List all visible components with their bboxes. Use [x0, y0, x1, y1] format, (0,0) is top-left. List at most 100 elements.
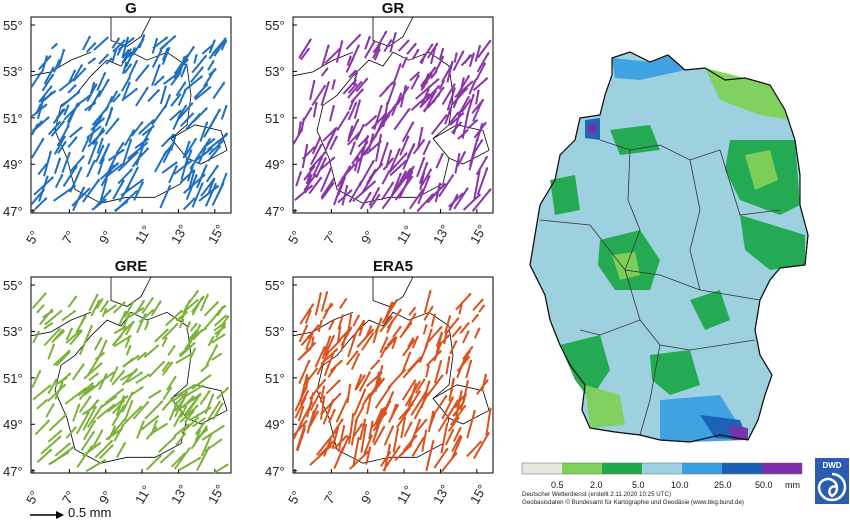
wind-arrowhead	[431, 410, 435, 414]
wind-arrowhead	[456, 417, 459, 421]
wind-arrowhead	[163, 85, 167, 89]
wind-arrow	[53, 135, 66, 155]
wind-arrow	[391, 92, 403, 116]
wind-arrowhead	[195, 405, 199, 408]
wind-arrowhead	[140, 307, 144, 311]
wind-arrow	[181, 298, 200, 314]
wind-arrow	[358, 370, 372, 392]
legend-swatch	[722, 463, 762, 474]
wind-arrow	[179, 393, 201, 410]
wind-arrowhead	[328, 438, 332, 442]
wind-arrowhead	[176, 74, 179, 78]
wind-arrow	[138, 118, 155, 135]
wind-arrowhead	[376, 359, 380, 363]
wind-arrowhead	[365, 141, 368, 145]
wind-arrowhead	[142, 34, 145, 38]
panel-title-g: G	[125, 0, 137, 17]
wind-arrow	[76, 445, 94, 468]
wind-arrowhead	[432, 313, 436, 317]
wind-arrowhead	[209, 147, 213, 151]
wind-arrowhead	[462, 405, 466, 409]
wind-arrow	[110, 418, 126, 437]
wind-arrowhead	[385, 142, 389, 146]
wind-arrowhead	[357, 132, 360, 136]
wind-arrowhead	[95, 293, 99, 297]
wind-arrowhead	[51, 403, 55, 407]
wind-arrow	[475, 62, 487, 81]
wind-arrowhead	[213, 115, 217, 119]
wind-arrow	[447, 111, 460, 126]
wind-arrow	[87, 89, 102, 112]
wind-arrow	[294, 184, 314, 201]
wind-arrowhead	[331, 177, 335, 181]
wind-arrowhead	[134, 60, 138, 64]
wind-arrowhead	[109, 440, 113, 444]
lat-tick-label: 51°	[3, 110, 23, 126]
wind-arrow	[426, 374, 444, 397]
wind-arrowhead	[200, 66, 204, 70]
wind-arrowhead	[466, 380, 469, 384]
wind-arrow	[465, 359, 473, 379]
wind-arrow	[43, 150, 52, 177]
wind-arrow	[348, 412, 355, 444]
wind-arrow	[411, 436, 425, 457]
wind-arrowhead	[187, 447, 191, 451]
wind-arrow	[174, 54, 189, 74]
wind-arrowhead	[383, 112, 387, 116]
wind-arrowhead	[364, 423, 368, 427]
wind-arrow	[113, 301, 126, 314]
wind-arrow	[47, 378, 58, 394]
wind-arrowhead	[333, 430, 337, 434]
wind-arrowhead	[427, 380, 431, 384]
wind-arrow	[414, 418, 428, 434]
wind-arrowhead	[412, 307, 416, 311]
wind-arrow	[320, 392, 342, 416]
wind-arrowhead	[179, 310, 183, 314]
wind-arrowhead	[198, 457, 202, 460]
wind-arrowhead	[464, 87, 468, 91]
wind-arrow	[316, 430, 337, 456]
wind-arrowhead	[193, 138, 197, 142]
wind-arrow	[188, 169, 196, 189]
wind-arrow	[426, 42, 439, 59]
wind-arrow	[173, 410, 184, 428]
wind-arrowhead	[63, 414, 67, 417]
wind-arrow	[173, 447, 191, 470]
wind-arrowhead	[116, 37, 120, 41]
wind-arrowhead	[488, 40, 491, 44]
wind-arrowhead	[171, 396, 175, 400]
wind-arrowhead	[471, 52, 475, 56]
wind-arrowhead	[455, 399, 459, 403]
wind-arrow	[92, 127, 105, 146]
wind-arrowhead	[207, 390, 210, 394]
wind-arrow	[159, 34, 177, 51]
lat-tick-label: 47°	[265, 203, 285, 219]
wind-arrowhead	[452, 87, 456, 91]
lat-tick-label: 51°	[3, 370, 23, 386]
wind-arrow	[113, 334, 132, 348]
wind-arrow	[354, 405, 365, 423]
wind-arrow	[454, 152, 461, 174]
wind-arrowhead	[57, 157, 61, 161]
wind-arrow	[341, 184, 349, 206]
wind-arrowhead	[49, 322, 53, 326]
wind-arrow	[43, 66, 55, 85]
wind-arrow	[402, 358, 421, 379]
wind-arrowhead	[476, 89, 480, 93]
wind-arrowhead	[308, 309, 312, 313]
wind-arrowhead	[127, 338, 130, 342]
wind-arrowhead	[398, 63, 402, 67]
wind-arrowhead	[92, 406, 96, 409]
wind-arrowhead	[477, 327, 481, 331]
wind-arrow	[440, 423, 449, 454]
wind-arrowhead	[158, 455, 162, 458]
wind-arrowhead	[413, 379, 416, 383]
wind-arrowhead	[475, 138, 479, 141]
wind-arrow	[311, 136, 322, 155]
wind-arrowhead	[307, 360, 310, 363]
denmark-outline	[372, 276, 414, 307]
wind-arrowhead	[38, 72, 42, 75]
wind-arrow	[434, 55, 445, 74]
wind-arrow	[199, 121, 209, 142]
state-border	[719, 149, 781, 216]
